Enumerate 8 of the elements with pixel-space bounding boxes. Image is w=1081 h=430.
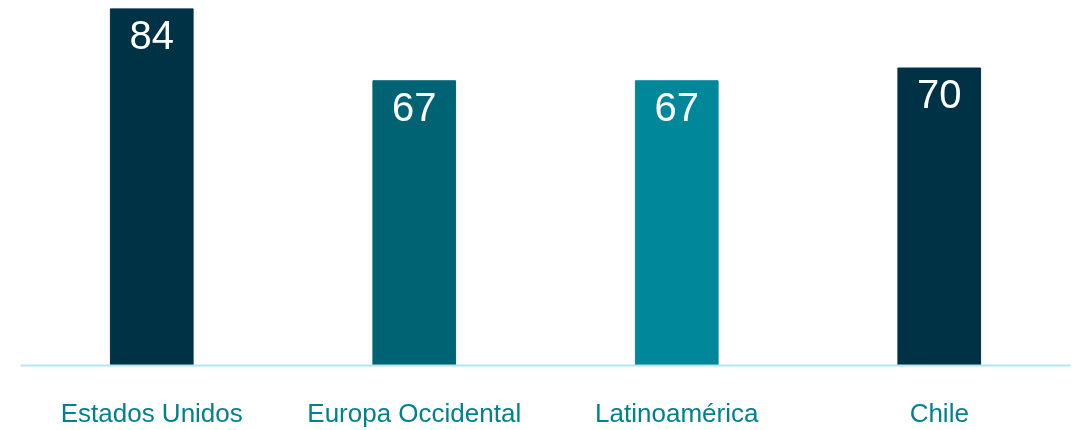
data-label: 70 [917,72,962,116]
data-label: 84 [129,12,174,57]
x-tick-label: Europa Occidental [307,397,522,428]
x-tick-label: Estados Unidos [60,397,243,428]
data-label: 67 [392,84,437,129]
x-tick-label: Chile [909,397,969,428]
x-tick-label: Latinoamérica [595,397,759,428]
data-label: 67 [654,84,699,129]
